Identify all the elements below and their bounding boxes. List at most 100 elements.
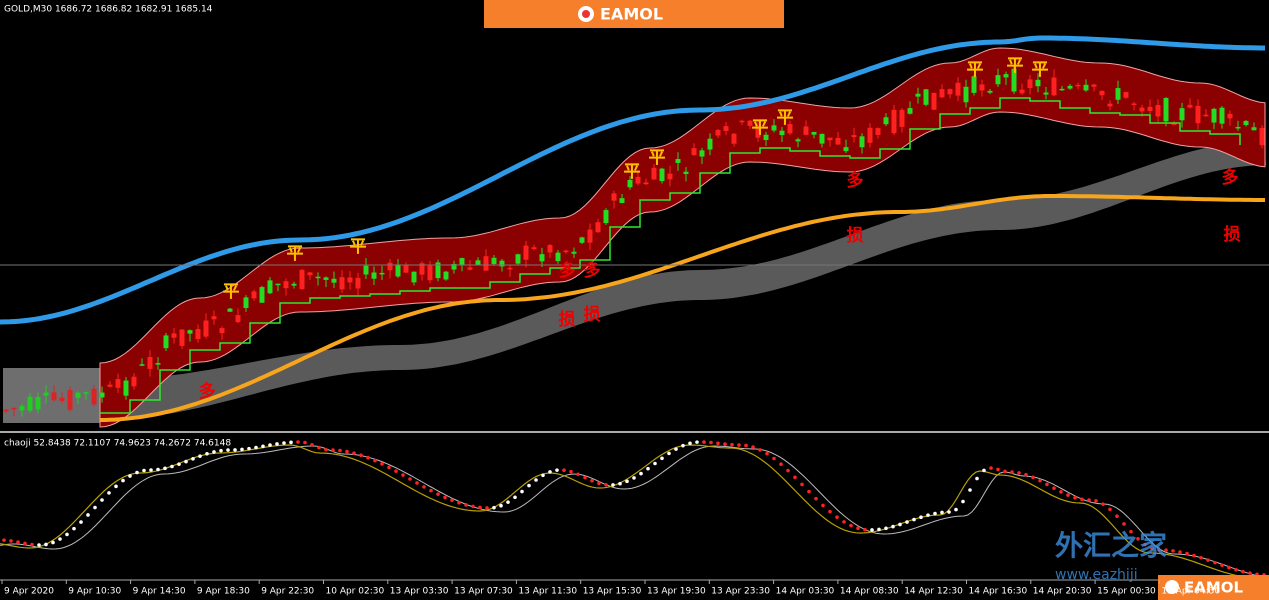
osc-dot: [1248, 571, 1252, 575]
candle-body: [979, 84, 985, 91]
annotation: 多: [559, 260, 576, 281]
oscillator-pane: [0, 440, 1269, 579]
osc-dot: [121, 478, 125, 483]
osc-dot: [779, 462, 783, 467]
osc-dot: [415, 481, 419, 485]
osc-dot: [296, 440, 300, 444]
osc-dot: [422, 485, 426, 489]
osc-dot: [1129, 529, 1133, 534]
candle-body: [635, 176, 641, 184]
x-tick-label: 13 Apr 15:30: [583, 587, 642, 597]
osc-dot: [387, 465, 391, 470]
osc-dot: [324, 447, 328, 452]
annotation: 平: [287, 244, 304, 264]
candle-body: [491, 257, 497, 264]
x-tick-label: 13 Apr 03:30: [390, 587, 449, 597]
candle-body: [1091, 84, 1097, 87]
osc-dot: [44, 542, 48, 547]
osc-dot: [695, 440, 699, 444]
osc-dot: [100, 498, 104, 502]
osc-dot: [646, 466, 650, 471]
gray-band: [100, 140, 1266, 420]
annotation: 平: [350, 237, 367, 257]
osc-dot: [352, 451, 356, 455]
osc-dot: [1087, 498, 1091, 502]
osc-dot: [51, 540, 55, 545]
annotation: 平: [624, 162, 641, 182]
watermark-url: www.eazhiji: [1055, 567, 1138, 583]
osc-dot: [604, 482, 608, 487]
x-tick-label: 15 Apr 00:30: [1097, 587, 1156, 597]
candle-body: [323, 277, 329, 280]
osc-dot: [177, 462, 181, 466]
candle-body: [187, 330, 193, 334]
candle-body: [251, 291, 257, 299]
osc-dot: [919, 515, 923, 520]
symbol-info: GOLD,M30 1686.72 1686.82 1682.91 1685.14: [4, 5, 213, 15]
candle-body: [731, 133, 737, 144]
osc-dot: [709, 440, 713, 445]
osc-dot: [373, 458, 377, 463]
x-tick-label: 9 Apr 22:30: [261, 587, 314, 597]
candle-body: [1123, 92, 1129, 98]
candle-body: [1147, 106, 1153, 112]
osc-dot: [877, 527, 881, 532]
osc-dot: [716, 441, 720, 446]
brand-text: EAMOL: [600, 5, 663, 24]
annotation: 损: [584, 304, 601, 325]
x-axis: 9 Apr 2020 9 Apr 10:30 9 Apr 14:30 9 Apr 18…: [1, 580, 1220, 597]
osc-dot: [849, 523, 853, 528]
candle-body: [1067, 85, 1073, 89]
x-tick-label: 9 Apr 10:30: [68, 587, 121, 597]
osc-dot: [2, 538, 6, 542]
x-tick-label: 9 Apr 18:30: [197, 587, 250, 597]
brand-banner: [484, 0, 784, 28]
x-tick-label: 13 Apr 11:30: [518, 587, 577, 597]
candle-body: [275, 283, 281, 286]
osc-dot: [975, 476, 979, 481]
osc-dot: [1241, 569, 1245, 574]
candle-body: [611, 193, 617, 201]
annotation: 平: [752, 118, 769, 138]
osc-dot: [457, 500, 461, 505]
osc-dot: [653, 461, 657, 466]
osc-dot: [618, 481, 622, 486]
candle-body: [499, 260, 505, 267]
candle-body: [203, 320, 209, 337]
candle-body: [539, 254, 545, 262]
osc-dot: [1185, 551, 1189, 556]
candle-body: [555, 252, 561, 262]
osc-dot: [72, 526, 76, 531]
candle-body: [1027, 79, 1033, 88]
osc-dot: [870, 528, 874, 532]
osc-dot: [128, 474, 132, 478]
osc-dot: [856, 526, 860, 531]
annotation: 损: [559, 309, 576, 330]
candle-body: [715, 129, 721, 136]
annotation: 损: [847, 225, 864, 246]
candle-body: [795, 139, 801, 142]
candle-body: [467, 267, 473, 270]
candle-body: [1035, 79, 1041, 87]
osc-dot: [58, 537, 62, 541]
candle-body: [483, 256, 489, 271]
osc-dot: [1101, 502, 1105, 506]
x-tick-label: 9 Apr 14:30: [133, 587, 186, 597]
candle-body: [915, 93, 921, 97]
osc-dot: [198, 454, 202, 458]
osc-dot: [37, 543, 41, 547]
osc-dot: [926, 513, 930, 517]
osc-dot: [555, 468, 559, 472]
osc-dot: [107, 491, 111, 495]
osc-dot: [688, 441, 692, 446]
osc-dot: [338, 448, 342, 453]
candle-body: [27, 396, 33, 411]
candle-body: [139, 364, 145, 366]
osc-dot: [807, 489, 811, 494]
osc-dot: [1115, 514, 1119, 519]
candle-body: [1003, 74, 1009, 78]
x-tick-label: 13 Apr 19:30: [647, 587, 706, 597]
candle-body: [819, 133, 825, 144]
osc-dot: [597, 481, 601, 486]
